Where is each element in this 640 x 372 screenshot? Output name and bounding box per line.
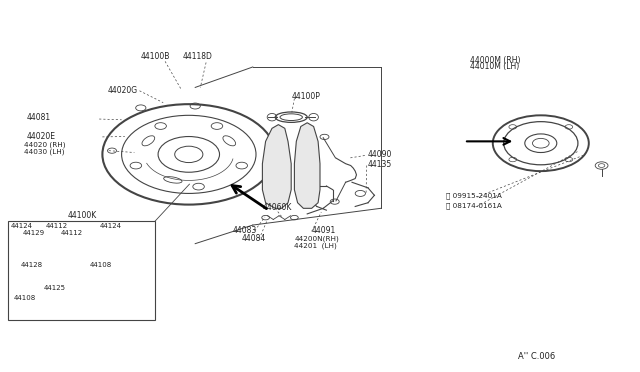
Text: 44100P: 44100P	[291, 92, 320, 101]
Text: 44084: 44084	[241, 234, 266, 243]
Text: 44135: 44135	[368, 160, 392, 169]
Polygon shape	[262, 125, 291, 208]
Text: Ⓝ 09915-2401A: Ⓝ 09915-2401A	[446, 192, 502, 199]
Text: Ⓑ 08174-0161A: Ⓑ 08174-0161A	[446, 202, 502, 209]
Ellipse shape	[39, 264, 53, 275]
Polygon shape	[294, 123, 320, 208]
Circle shape	[305, 192, 310, 195]
Text: A'' C.006: A'' C.006	[518, 352, 556, 361]
Text: 44030 (LH): 44030 (LH)	[24, 149, 65, 155]
Circle shape	[89, 286, 109, 298]
Ellipse shape	[53, 264, 95, 276]
Text: 44060K: 44060K	[262, 203, 292, 212]
Text: 44125: 44125	[44, 285, 65, 291]
Text: 44020G: 44020G	[108, 86, 138, 95]
Circle shape	[305, 147, 310, 150]
Ellipse shape	[94, 264, 108, 275]
Ellipse shape	[23, 265, 33, 275]
Text: 44081: 44081	[27, 113, 51, 122]
Text: 44129: 44129	[22, 230, 45, 236]
Text: 44124: 44124	[99, 223, 121, 229]
Text: 44020E: 44020E	[27, 132, 56, 141]
Circle shape	[305, 177, 310, 180]
Text: 44118D: 44118D	[182, 52, 212, 61]
Circle shape	[274, 177, 279, 180]
Text: 44010M (LH): 44010M (LH)	[470, 62, 520, 71]
Text: 44128: 44128	[21, 262, 44, 268]
Text: 44100B: 44100B	[141, 52, 170, 61]
Text: 44112: 44112	[61, 230, 83, 236]
Bar	[8, 221, 155, 320]
Text: 44083: 44083	[232, 226, 257, 235]
Text: 44091: 44091	[312, 226, 336, 235]
Circle shape	[274, 192, 279, 195]
Ellipse shape	[114, 265, 124, 275]
Text: 44108: 44108	[14, 295, 36, 301]
Text: 44112: 44112	[46, 223, 68, 229]
Circle shape	[305, 162, 310, 165]
Text: 44201  (LH): 44201 (LH)	[294, 242, 337, 249]
Circle shape	[274, 147, 279, 150]
Text: 44100K: 44100K	[67, 211, 97, 220]
Text: 44200N(RH): 44200N(RH)	[294, 235, 339, 242]
Text: 44124: 44124	[11, 223, 33, 229]
Text: 44090: 44090	[368, 150, 392, 159]
Circle shape	[274, 162, 279, 165]
Text: 44000M (RH): 44000M (RH)	[470, 56, 521, 65]
Text: 44108: 44108	[90, 262, 112, 268]
Text: 44020 (RH): 44020 (RH)	[24, 142, 66, 148]
Circle shape	[102, 287, 119, 297]
